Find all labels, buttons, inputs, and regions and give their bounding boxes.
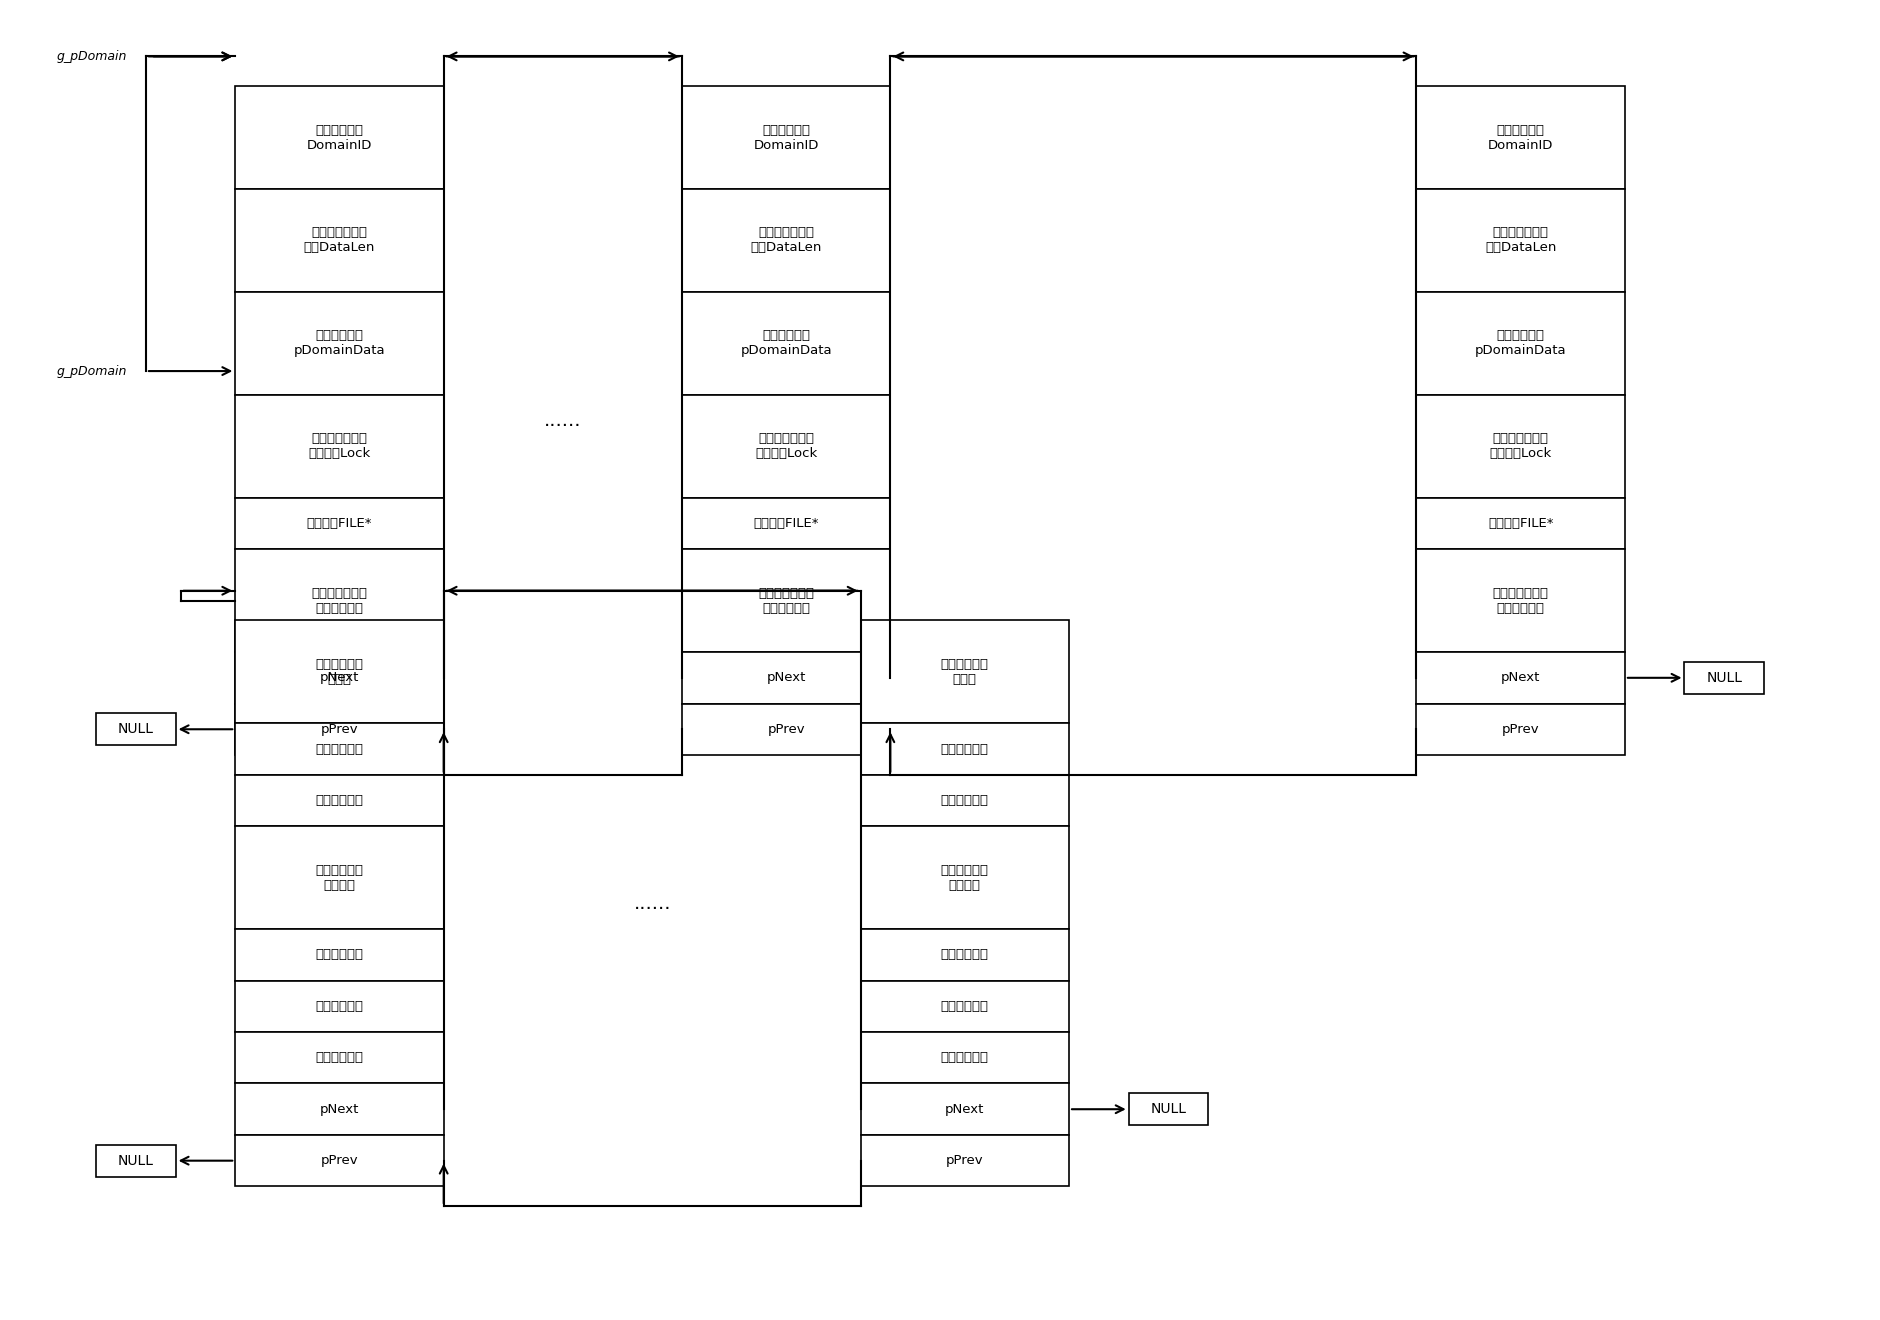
Bar — [861, 620, 1070, 723]
Bar — [861, 1084, 1070, 1135]
Text: pPrev: pPrev — [321, 1154, 359, 1167]
Bar — [96, 1144, 175, 1176]
Text: ......: ...... — [543, 411, 581, 430]
Text: 文件指针FILE*: 文件指针FILE* — [1487, 517, 1553, 529]
Text: 链接对象队列: 链接对象队列 — [940, 1051, 989, 1064]
Bar — [235, 981, 444, 1032]
Bar — [235, 620, 444, 723]
Text: pNext: pNext — [946, 1102, 985, 1115]
Text: g_pDomain: g_pDomain — [56, 50, 128, 63]
Bar — [682, 652, 891, 704]
Text: 域数据的指针
pDomainData: 域数据的指针 pDomainData — [741, 330, 833, 358]
Text: ......: ...... — [634, 894, 671, 913]
Text: 文件指针FILE*: 文件指针FILE* — [306, 517, 372, 529]
Text: 输出参数指针: 输出参数指针 — [316, 999, 363, 1012]
Text: NULL: NULL — [118, 722, 154, 737]
Bar — [235, 86, 444, 189]
Text: pNext: pNext — [320, 1102, 359, 1115]
Bar — [1684, 661, 1763, 693]
Text: 输入输出参数
数据类型: 输入输出参数 数据类型 — [940, 863, 989, 892]
Bar — [1416, 86, 1624, 189]
Text: 使用该域对象的
程序个数Lock: 使用该域对象的 程序个数Lock — [1489, 432, 1551, 461]
Bar — [861, 826, 1070, 929]
Text: g_pDomain: g_pDomain — [56, 364, 128, 378]
Bar — [235, 1084, 444, 1135]
Text: 输入输出参数
数据类型: 输入输出参数 数据类型 — [316, 863, 363, 892]
Bar — [1416, 498, 1624, 549]
Bar — [1416, 395, 1624, 498]
Text: 输入参数个数: 输入参数个数 — [316, 743, 363, 755]
Bar — [235, 549, 444, 652]
Text: pPrev: pPrev — [767, 723, 805, 735]
Text: 域对象索引号
DomainID: 域对象索引号 DomainID — [754, 124, 820, 152]
Bar — [682, 292, 891, 395]
Text: 所有功能块公
共参数: 所有功能块公 共参数 — [316, 657, 363, 686]
Text: 输入参数个数: 输入参数个数 — [940, 743, 989, 755]
Text: 使用该域对象的
程序个数Lock: 使用该域对象的 程序个数Lock — [308, 432, 370, 461]
Bar — [682, 189, 891, 292]
Text: 链接对象队列: 链接对象队列 — [316, 1051, 363, 1064]
Text: 输入参数指针: 输入参数指针 — [940, 948, 989, 961]
Bar — [861, 1135, 1070, 1187]
Text: 所有功能块公
共参数: 所有功能块公 共参数 — [940, 657, 989, 686]
Text: pNext: pNext — [1500, 672, 1540, 684]
Bar — [1416, 704, 1624, 755]
Bar — [682, 395, 891, 498]
Bar — [861, 775, 1070, 826]
Text: 使用该域的柔性
块链表头指针: 使用该域的柔性 块链表头指针 — [758, 586, 814, 615]
Bar — [682, 498, 891, 549]
Bar — [235, 723, 444, 775]
Bar — [235, 1135, 444, 1187]
Bar — [235, 929, 444, 981]
Bar — [861, 723, 1070, 775]
Text: 域数据的指针
pDomainData: 域数据的指针 pDomainData — [293, 330, 385, 358]
Text: pNext: pNext — [320, 672, 359, 684]
Bar — [861, 1032, 1070, 1084]
Text: pNext: pNext — [767, 672, 807, 684]
Text: NULL: NULL — [1707, 671, 1743, 685]
Text: 使用该域对象的
程序个数Lock: 使用该域对象的 程序个数Lock — [756, 432, 818, 461]
Bar — [235, 775, 444, 826]
Bar — [235, 704, 444, 755]
Text: 域包含的数据字
节数DataLen: 域包含的数据字 节数DataLen — [1485, 227, 1557, 255]
Bar — [861, 929, 1070, 981]
Text: pPrev: pPrev — [1502, 723, 1540, 735]
Bar — [682, 704, 891, 755]
Text: NULL: NULL — [1151, 1102, 1186, 1117]
Bar — [1416, 549, 1624, 652]
Bar — [682, 549, 891, 652]
Text: 输入参数指针: 输入参数指针 — [316, 948, 363, 961]
Text: 域包含的数据字
节数DataLen: 域包含的数据字 节数DataLen — [750, 227, 822, 255]
Text: 域包含的数据字
节数DataLen: 域包含的数据字 节数DataLen — [305, 227, 376, 255]
Text: 输出参数指针: 输出参数指针 — [940, 999, 989, 1012]
Text: 文件指针FILE*: 文件指针FILE* — [754, 517, 820, 529]
Bar — [682, 86, 891, 189]
Text: pPrev: pPrev — [321, 723, 359, 735]
Text: 使用该域的柔性
块链表头指针: 使用该域的柔性 块链表头指针 — [312, 586, 367, 615]
Text: 域对象索引号
DomainID: 域对象索引号 DomainID — [1487, 124, 1553, 152]
Text: 输出参数个数: 输出参数个数 — [316, 795, 363, 807]
Bar — [235, 652, 444, 704]
Text: 域对象索引号
DomainID: 域对象索引号 DomainID — [306, 124, 372, 152]
Bar — [235, 1032, 444, 1084]
Bar — [235, 189, 444, 292]
Bar — [235, 826, 444, 929]
Bar — [235, 292, 444, 395]
Bar — [96, 713, 175, 744]
Text: 使用该域的柔性
块链表头指针: 使用该域的柔性 块链表头指针 — [1493, 586, 1549, 615]
Text: NULL: NULL — [118, 1154, 154, 1168]
Bar — [1128, 1093, 1209, 1125]
Bar — [1416, 652, 1624, 704]
Text: pPrev: pPrev — [946, 1154, 983, 1167]
Bar — [235, 498, 444, 549]
Bar — [1416, 292, 1624, 395]
Text: 域数据的指针
pDomainData: 域数据的指针 pDomainData — [1476, 330, 1566, 358]
Text: 输出参数个数: 输出参数个数 — [940, 795, 989, 807]
Bar — [861, 981, 1070, 1032]
Bar — [1416, 189, 1624, 292]
Bar — [235, 395, 444, 498]
